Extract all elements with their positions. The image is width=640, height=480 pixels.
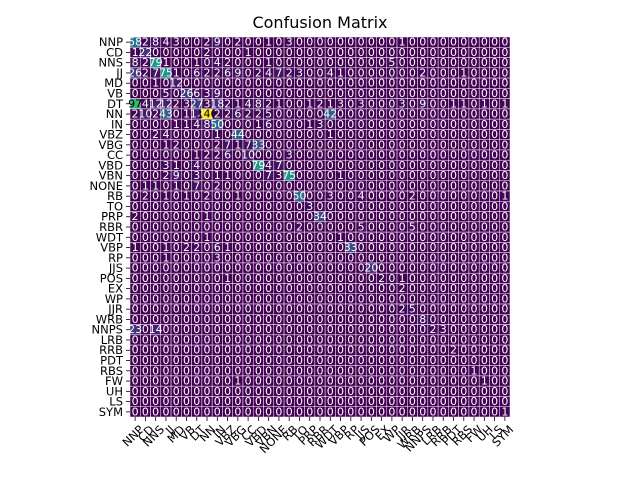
cell-value-label: 0: [419, 405, 426, 418]
cell-value-label: 0: [234, 405, 241, 418]
chart-title: Confusion Matrix: [252, 13, 387, 32]
cell-value-label: 0: [471, 405, 478, 418]
cell-value-label: 0: [399, 405, 406, 418]
y-tick-label: SYM: [99, 405, 123, 419]
cell-value-label: 0: [327, 405, 334, 418]
cell-value-label: 0: [460, 405, 467, 418]
cell-value-label: 0: [409, 405, 416, 418]
cell-value-label: 0: [358, 405, 365, 418]
cell-value-label: 0: [378, 405, 385, 418]
cell-value-label: 0: [183, 405, 190, 418]
cell-value-label: 0: [275, 405, 282, 418]
cell-value-label: 0: [337, 405, 344, 418]
cell-value-label: 0: [245, 405, 252, 418]
cell-value-label: 0: [265, 405, 272, 418]
cell-value-label: 0: [142, 405, 149, 418]
cell-value-label: 0: [162, 405, 169, 418]
cell-value-label: 0: [132, 405, 139, 418]
cell-value-label: 0: [193, 405, 200, 418]
cell-annotations: 58 2 8 4 3 0 0 2 9 0 2 0 0 1 0 3 0 0 0 0 0 0 0 0 0 0 1 0 0 0 0 0 0 0 0 0 01 2…: [128, 36, 508, 419]
cell-value-label: 0: [388, 405, 395, 418]
cell-value-label: 0: [306, 405, 313, 418]
cell-value-label: 1: [501, 405, 508, 418]
cell-value-label: 0: [173, 405, 180, 418]
cell-value-label: 0: [255, 405, 262, 418]
cell-value-label: 0: [429, 405, 436, 418]
cell-value-label: 0: [450, 405, 457, 418]
cell-value-label: 0: [214, 405, 221, 418]
cell-value-label: 0: [152, 405, 159, 418]
cell-value-label: 0: [296, 405, 303, 418]
cell-value-label: 0: [317, 405, 324, 418]
cell-value-label: 0: [368, 405, 375, 418]
cell-value-label: 0: [286, 405, 293, 418]
cell-value-label: 0: [491, 405, 498, 418]
cell-value-label: 0: [347, 405, 354, 418]
heatmap-cells: [129, 36, 511, 418]
cell-value-label: 0: [440, 405, 447, 418]
cell-value-label: 0: [481, 405, 488, 418]
cell-value-label: 0: [224, 405, 231, 418]
cell-value-label: 0: [204, 405, 211, 418]
